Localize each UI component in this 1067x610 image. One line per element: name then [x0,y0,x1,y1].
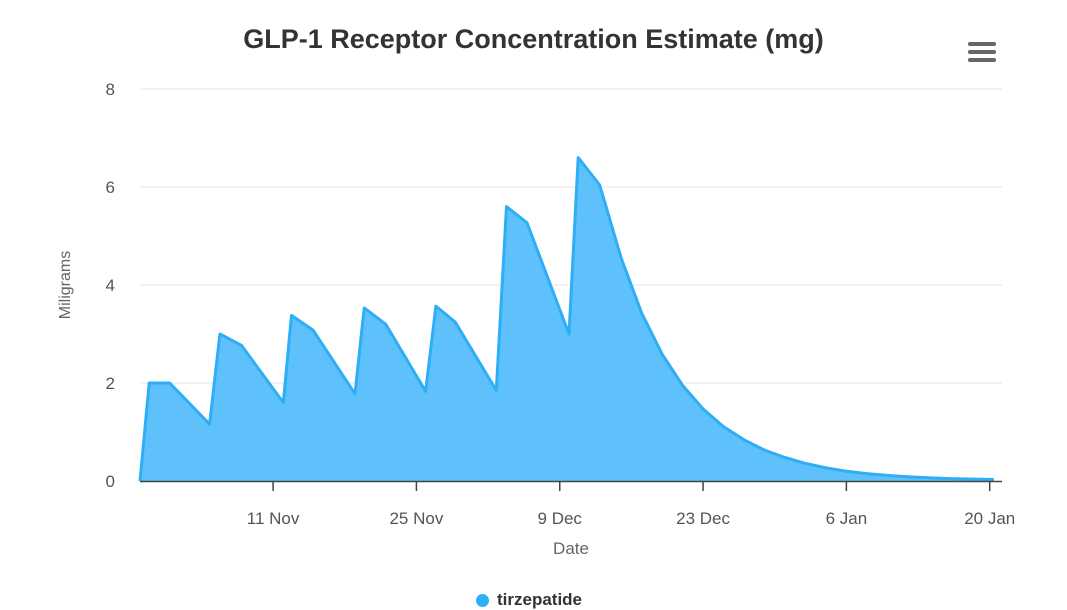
x-tick-label: 25 Nov [389,509,443,528]
x-tick-label: 9 Dec [538,509,583,528]
x-tick-label: 20 Jan [964,509,1015,528]
chart-title: GLP-1 Receptor Concentration Estimate (m… [243,24,824,54]
legend-label: tirzepatide [497,590,583,609]
legend-marker [476,593,489,607]
chart-menu-button[interactable] [968,42,996,64]
y-axis-label: Miligrams [57,250,74,320]
series-line [138,156,994,482]
series-area [140,157,994,481]
hamburger-icon [968,42,996,62]
y-tick-label: 8 [106,80,115,99]
x-tick-label: 23 Dec [676,509,730,528]
y-tick-label: 2 [106,374,115,393]
y-tick-label: 4 [106,276,115,295]
y-tick-label: 0 [106,472,115,491]
legend-item[interactable]: tirzepatide [476,590,582,610]
x-axis-label: Date [553,539,589,558]
x-tick-label: 11 Nov [247,509,300,528]
x-tick-label: 6 Jan [826,509,868,528]
y-tick-label: 6 [106,178,115,197]
